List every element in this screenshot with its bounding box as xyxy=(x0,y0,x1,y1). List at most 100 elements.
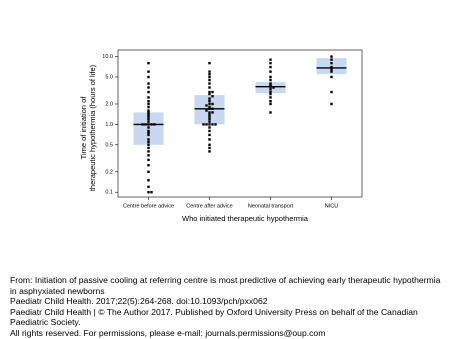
point xyxy=(147,86,150,89)
point xyxy=(147,146,150,150)
point xyxy=(144,123,147,126)
point xyxy=(208,129,211,133)
point xyxy=(208,150,211,153)
point xyxy=(211,90,214,94)
point xyxy=(269,75,272,79)
point xyxy=(147,140,150,144)
point xyxy=(208,86,211,89)
plot-frame xyxy=(117,49,363,198)
point xyxy=(153,123,156,126)
point xyxy=(208,75,211,79)
point xyxy=(269,65,272,69)
point xyxy=(211,123,214,126)
y-tick-label: 0.5 xyxy=(105,142,113,148)
point xyxy=(147,191,150,194)
caption: From: Initiation of passive cooling at r… xyxy=(10,275,445,339)
caption-citation: Paediatr Child Health. 2017;22(5):264-26… xyxy=(10,296,268,307)
point xyxy=(147,179,150,182)
point xyxy=(147,61,150,65)
point xyxy=(208,146,211,150)
point xyxy=(208,133,211,137)
point xyxy=(202,123,205,126)
point xyxy=(208,82,211,85)
point xyxy=(147,138,150,141)
point xyxy=(208,70,211,73)
x-axis-label: Who initiated therapeutic hypothermia xyxy=(182,214,309,223)
point xyxy=(147,154,150,157)
point xyxy=(147,82,150,85)
point xyxy=(147,133,150,137)
point xyxy=(147,111,150,114)
point xyxy=(269,102,272,106)
point xyxy=(269,83,272,87)
point xyxy=(330,90,333,94)
point xyxy=(208,105,211,109)
point xyxy=(150,191,153,194)
point xyxy=(150,123,153,126)
y-tick-label: 1.0 xyxy=(105,122,113,128)
point xyxy=(147,164,150,167)
point xyxy=(147,70,150,73)
point xyxy=(208,78,211,82)
point xyxy=(269,61,272,65)
point xyxy=(214,123,217,126)
point xyxy=(269,78,272,82)
point xyxy=(147,117,150,121)
x-tick-label: Centre before advice xyxy=(123,203,174,209)
point xyxy=(205,109,208,112)
point xyxy=(269,88,272,91)
point xyxy=(205,104,208,107)
point xyxy=(205,123,208,126)
point xyxy=(269,70,272,73)
point xyxy=(272,86,275,89)
point xyxy=(211,107,214,110)
point xyxy=(208,123,211,126)
point xyxy=(208,107,211,110)
y-tick-label: 0.2 xyxy=(105,169,113,175)
caption-rights: All rights reserved. For permissions, pl… xyxy=(10,327,326,338)
point xyxy=(330,75,333,79)
point xyxy=(208,111,211,114)
point xyxy=(208,138,211,141)
x-tick-label: Centre after advice xyxy=(186,203,232,209)
point xyxy=(147,129,150,133)
point xyxy=(269,85,272,88)
x-tick-label: NICU xyxy=(325,203,338,209)
point xyxy=(147,90,150,94)
point xyxy=(147,131,150,135)
point xyxy=(147,126,150,129)
point xyxy=(269,82,272,85)
point xyxy=(208,143,211,147)
point xyxy=(147,109,150,112)
point xyxy=(269,92,272,96)
x-tick-label: Neonatal transport xyxy=(248,203,294,209)
point xyxy=(269,96,272,99)
point xyxy=(147,99,150,103)
point xyxy=(330,65,333,69)
point xyxy=(147,170,150,173)
point xyxy=(208,92,211,96)
point xyxy=(269,58,272,61)
point xyxy=(208,120,211,123)
y-tick-label: 5.0 xyxy=(105,74,113,80)
point xyxy=(147,113,150,116)
caption-copyright: Paediatr Child Health | © The Author 201… xyxy=(10,306,418,328)
point xyxy=(269,90,272,94)
chart: Time of initiation of therapeutic hypoth… xyxy=(79,49,363,223)
point xyxy=(211,111,214,114)
y-tick-label: 0.1 xyxy=(105,190,113,196)
point xyxy=(147,123,150,126)
point xyxy=(208,72,211,76)
point xyxy=(330,68,333,71)
point xyxy=(208,117,211,121)
point xyxy=(208,90,211,94)
point xyxy=(147,96,150,99)
point xyxy=(330,61,333,65)
point xyxy=(208,97,211,100)
y-axis-label: Time of initiation of xyxy=(79,96,88,160)
caption-from: From: Initiation of passive cooling at r… xyxy=(10,275,441,296)
point xyxy=(208,126,211,129)
point xyxy=(208,99,211,103)
point xyxy=(330,102,333,106)
point xyxy=(147,102,150,106)
